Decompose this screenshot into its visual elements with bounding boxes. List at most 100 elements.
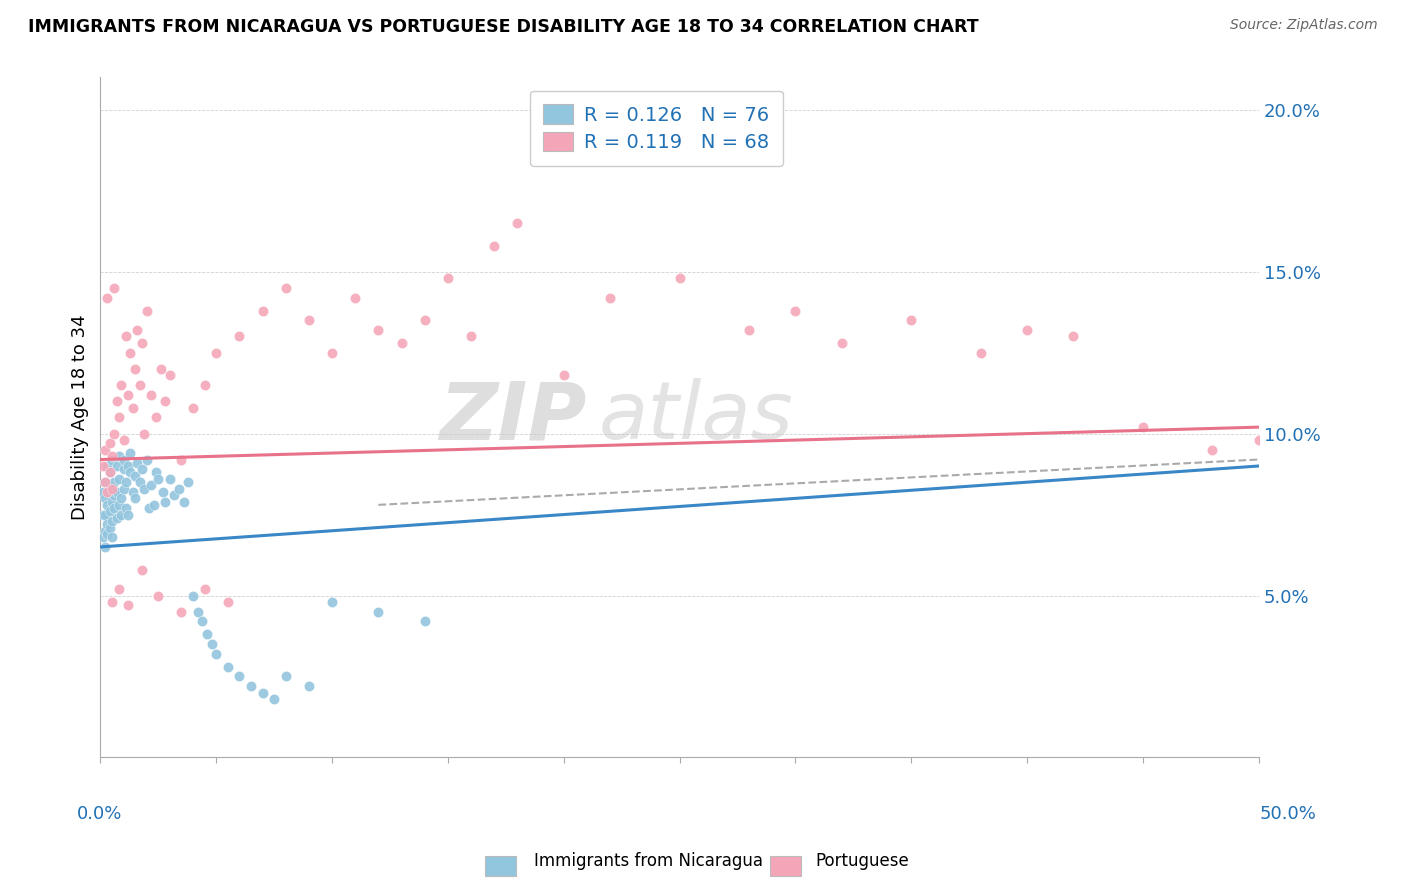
Point	[117, 508, 139, 522]
Point	[94, 442, 117, 457]
Point	[115, 475, 138, 490]
Point	[101, 514, 124, 528]
Point	[460, 329, 482, 343]
Point	[110, 508, 132, 522]
Point	[110, 491, 132, 506]
Point	[170, 452, 193, 467]
Point	[91, 530, 114, 544]
Point	[94, 508, 117, 522]
Point	[148, 472, 170, 486]
Point	[263, 692, 285, 706]
Point	[437, 271, 460, 285]
Point	[506, 216, 529, 230]
Point	[127, 456, 149, 470]
Point	[194, 582, 217, 596]
Point	[155, 394, 177, 409]
Point	[155, 494, 177, 508]
Point	[831, 335, 853, 350]
Point	[173, 494, 195, 508]
Point	[98, 466, 121, 480]
Point	[131, 335, 153, 350]
Point	[785, 303, 807, 318]
Point	[94, 524, 117, 538]
Point	[138, 501, 160, 516]
Point	[167, 482, 190, 496]
Point	[135, 452, 157, 467]
Point	[105, 510, 128, 524]
Point	[120, 446, 142, 460]
Point	[112, 482, 135, 496]
Point	[170, 605, 193, 619]
Point	[181, 589, 204, 603]
Point	[553, 368, 575, 383]
Legend: R = 0.126   N = 76, R = 0.119   N = 68: R = 0.126 N = 76, R = 0.119 N = 68	[530, 91, 783, 166]
Point	[152, 484, 174, 499]
Point	[274, 669, 297, 683]
Point	[200, 637, 222, 651]
Text: 0.0%: 0.0%	[77, 805, 122, 823]
Point	[117, 388, 139, 402]
Point	[484, 239, 506, 253]
Point	[121, 401, 143, 415]
Point	[105, 458, 128, 473]
Point	[103, 501, 125, 516]
Point	[127, 323, 149, 337]
Point	[94, 540, 117, 554]
Point	[94, 491, 117, 506]
Point	[91, 458, 114, 473]
Text: atlas: atlas	[599, 378, 793, 457]
Point	[1132, 420, 1154, 434]
Point	[124, 491, 146, 506]
Point	[131, 563, 153, 577]
Point	[191, 615, 214, 629]
Point	[94, 475, 117, 490]
Point	[141, 388, 163, 402]
Point	[1247, 433, 1270, 447]
Point	[96, 291, 118, 305]
Point	[117, 458, 139, 473]
Point	[98, 504, 121, 518]
Text: Portuguese: Portuguese	[815, 852, 910, 870]
Point	[108, 450, 131, 464]
Point	[117, 598, 139, 612]
Point	[321, 345, 343, 359]
Point	[298, 313, 321, 327]
Point	[149, 362, 172, 376]
Point	[195, 627, 218, 641]
Point	[112, 462, 135, 476]
Point	[94, 475, 117, 490]
Point	[181, 401, 204, 415]
Point	[128, 475, 150, 490]
Text: Source: ZipAtlas.com: Source: ZipAtlas.com	[1230, 18, 1378, 32]
Point	[148, 589, 170, 603]
Point	[124, 468, 146, 483]
Point	[96, 484, 118, 499]
Point	[1062, 329, 1084, 343]
Point	[121, 484, 143, 499]
Point	[98, 436, 121, 450]
Point	[108, 498, 131, 512]
Point	[163, 488, 186, 502]
Point	[900, 313, 922, 327]
Point	[413, 615, 436, 629]
Point	[115, 329, 138, 343]
Point	[112, 433, 135, 447]
Point	[101, 595, 124, 609]
Point	[413, 313, 436, 327]
Point	[217, 659, 239, 673]
Point	[105, 484, 128, 499]
Point	[134, 426, 156, 441]
Point	[252, 686, 274, 700]
Point	[205, 647, 228, 661]
Point	[91, 508, 114, 522]
Y-axis label: Disability Age 18 to 34: Disability Age 18 to 34	[72, 315, 89, 520]
Point	[120, 466, 142, 480]
Point	[101, 494, 124, 508]
Text: IMMIGRANTS FROM NICARAGUA VS PORTUGUESE DISABILITY AGE 18 TO 34 CORRELATION CHAR: IMMIGRANTS FROM NICARAGUA VS PORTUGUESE …	[28, 18, 979, 36]
Point	[145, 410, 167, 425]
Point	[101, 482, 124, 496]
Point	[112, 452, 135, 467]
Point	[194, 378, 217, 392]
Text: 50.0%: 50.0%	[1260, 805, 1317, 823]
Point	[1017, 323, 1039, 337]
